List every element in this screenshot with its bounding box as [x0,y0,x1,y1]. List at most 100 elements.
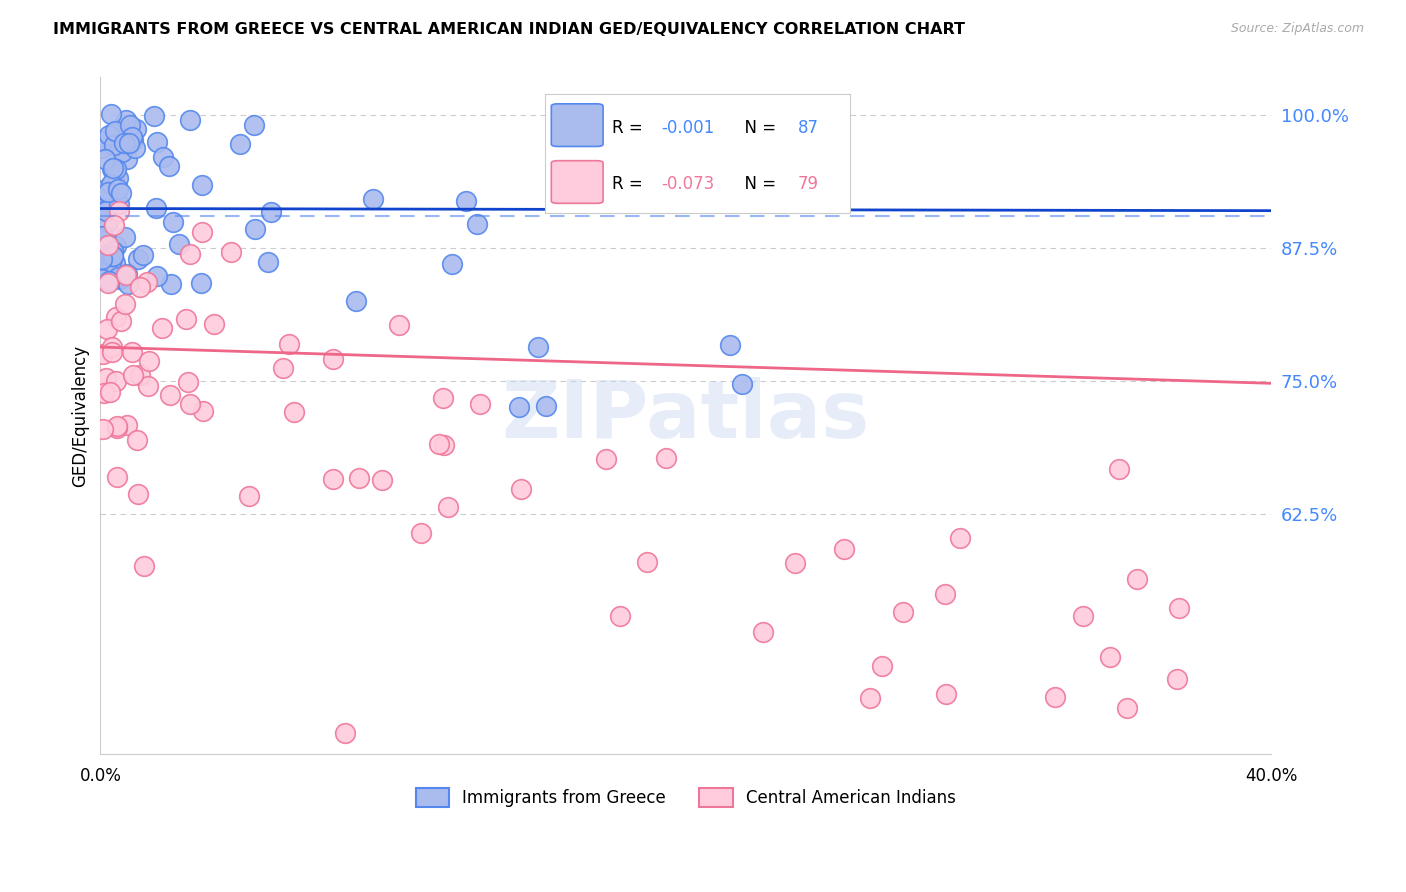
Point [243,221,266,235]
Point [595,452,617,467]
Point [242,118,264,132]
Point [121,345,143,359]
Point [145,136,167,150]
Point [100,107,122,121]
Point [93,386,115,401]
Point [127,433,149,447]
Point [91,141,114,155]
Point [832,542,855,557]
Point [370,473,392,487]
Point [100,162,122,177]
Point [322,351,344,366]
Point [105,124,128,138]
Point [1168,601,1191,615]
Point [159,277,181,291]
Point [97,194,120,209]
Point [101,244,124,258]
Point [132,248,155,262]
Point [470,397,492,411]
Point [98,385,121,400]
Point [94,152,117,166]
Point [150,321,173,335]
Point [349,471,371,485]
Point [103,160,125,174]
Point [107,270,129,285]
Point [174,312,197,326]
Point [104,239,127,253]
Point [91,347,114,361]
Point [718,338,741,352]
Point [278,336,301,351]
Point [115,112,138,127]
Text: IMMIGRANTS FROM GREECE VS CENTRAL AMERICAN INDIAN GED/EQUIVALENCY CORRELATION CH: IMMIGRANTS FROM GREECE VS CENTRAL AMERIC… [53,22,966,37]
Point [534,399,557,413]
Point [110,272,132,286]
Point [103,138,125,153]
Point [609,609,631,624]
Point [1125,572,1147,586]
Point [152,150,174,164]
Point [91,228,114,243]
Point [103,173,125,187]
Y-axis label: GED/Equivalency: GED/Equivalency [72,345,89,487]
Point [550,179,572,194]
Point [177,375,200,389]
Point [387,318,409,332]
Point [934,587,956,601]
Point [433,438,456,452]
Point [335,726,357,740]
Point [110,186,132,200]
Point [260,205,283,219]
Point [120,119,142,133]
Point [124,141,146,155]
Point [104,256,127,270]
Point [159,388,181,402]
Point [157,160,180,174]
Point [110,314,132,328]
Point [257,255,280,269]
Point [115,152,138,166]
Point [127,252,149,267]
Point [105,310,128,325]
Point [105,420,128,434]
Point [101,249,124,263]
Point [100,255,122,269]
Point [636,555,658,569]
Point [190,277,212,291]
Point [783,556,806,570]
Point [283,405,305,419]
Point [949,531,972,545]
Point [98,274,121,288]
Point [432,391,454,405]
Point [117,418,139,433]
Point [107,181,129,195]
Point [121,129,143,144]
Point [96,322,118,336]
Point [1099,650,1122,665]
Point [104,124,127,138]
Point [136,275,159,289]
Point [94,237,117,252]
Point [167,237,190,252]
Point [508,401,530,415]
Point [361,192,384,206]
Point [128,368,150,383]
Point [654,451,676,466]
Point [322,472,344,486]
Text: Source: ZipAtlas.com: Source: ZipAtlas.com [1230,22,1364,36]
Point [344,293,367,308]
Point [191,404,214,418]
Point [105,162,128,177]
Point [121,368,143,382]
Point [454,194,477,208]
Point [118,136,141,151]
Point [125,122,148,136]
Point [108,204,131,219]
Point [238,489,260,503]
Point [117,267,139,281]
Point [96,204,118,219]
Point [120,137,142,152]
Point [105,469,128,483]
Point [440,257,463,271]
Point [571,183,593,197]
